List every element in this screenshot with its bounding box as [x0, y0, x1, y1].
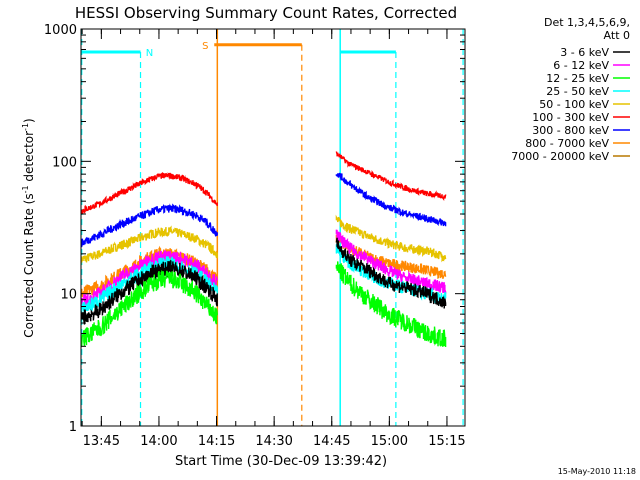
legend-label: 50 - 100 keV [539, 98, 609, 111]
series-line-50-100-kev [81, 225, 218, 265]
y-axis-label-sup2: -1 [21, 123, 30, 131]
legend-label: 6 - 12 keV [553, 59, 609, 72]
observing-bar-label: N [146, 48, 153, 59]
legend-label: 800 - 7000 keV [525, 137, 609, 150]
x-tick-label: 14:00 [140, 434, 177, 449]
legend-label: 3 - 6 keV [560, 46, 609, 59]
series-line-12-25-kev [335, 261, 447, 347]
legend-label: 12 - 25 keV [546, 72, 609, 85]
series-line-100-300-kev [81, 171, 218, 215]
x-tick-label: 15:15 [428, 434, 465, 449]
series-line-100-300-kev [335, 151, 447, 201]
y-axis: 1 10 100 1000 [44, 23, 465, 435]
series-line-50-100-kev [335, 214, 447, 263]
legend-label: 7000 - 20000 keV [511, 150, 609, 163]
series-line-3-6-kev [81, 259, 218, 325]
y-tick-label: 100 [52, 155, 77, 170]
x-axis-label: Start Time (30-Dec-09 13:39:42) [175, 454, 387, 469]
legend-label: 100 - 300 keV [532, 111, 609, 124]
x-tick-label: 14:45 [313, 434, 350, 449]
chart-title: HESSI Observing Summary Count Rates, Cor… [75, 4, 457, 22]
series-line-6-12-kev [81, 250, 218, 310]
y-axis-label-mid: detector [22, 131, 36, 186]
x-tick-label: 13:45 [83, 434, 120, 449]
legend-label: 25 - 50 keV [546, 85, 609, 98]
x-axis: 13:45 14:00 14:15 14:30 14:45 15:00 15:15 [81, 29, 466, 449]
series-line-300-800-kev [335, 172, 447, 227]
series-line-3-6-kev [335, 237, 447, 309]
x-tick-label: 14:30 [255, 434, 292, 449]
legend-header-2: Att 0 [604, 29, 630, 42]
legend-header-1: Det 1,3,4,5,6,9, [544, 16, 630, 29]
series-layer [81, 151, 447, 348]
y-tick-label: 10 [60, 288, 77, 303]
observing-annotations: NS [81, 29, 464, 426]
x-tick-label: 14:15 [198, 434, 235, 449]
y-axis-label: Corrected Count Rate (s-1 detector-1) [21, 118, 36, 337]
x-tick-label: 15:00 [371, 434, 408, 449]
legend-label: 300 - 800 keV [532, 124, 609, 137]
footer-timestamp: 15-May-2010 11:18 [558, 467, 636, 476]
y-axis-label-main: Corrected Count Rate (s [22, 193, 36, 337]
y-axis-label-end: ) [22, 118, 36, 123]
y-axis-label-sup1: -1 [21, 185, 30, 193]
series-line-300-800-kev [81, 203, 218, 248]
y-tick-label: 1 [69, 420, 77, 435]
series-line-12-25-kev [81, 270, 218, 348]
y-tick-label: 1000 [44, 23, 77, 38]
series-line-6-12-kev [335, 229, 447, 294]
observing-bar-label: S [202, 41, 208, 52]
plot-frame [80, 28, 466, 427]
